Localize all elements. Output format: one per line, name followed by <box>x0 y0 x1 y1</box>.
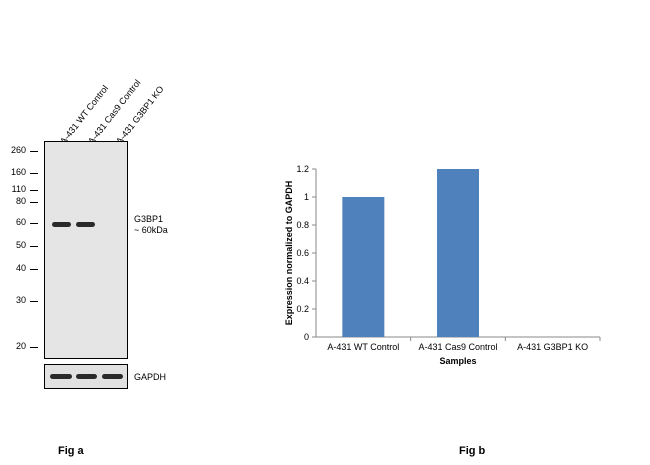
x-tick-label: A-431 G3BP1 KO <box>517 342 588 352</box>
x-tick-label: A-431 Cas9 Control <box>418 342 497 352</box>
blot-membrane-gapdh <box>44 364 128 389</box>
mw-tick <box>30 269 38 270</box>
mw-tick <box>30 151 38 152</box>
target-protein-label: G3BP1 ~ 60kDa <box>134 214 168 236</box>
mw-marker-40: 40 <box>15 263 26 273</box>
fig-b-label: Fig b <box>459 445 486 457</box>
band-gapdh-wt <box>50 374 72 379</box>
y-tick-label: 0.4 <box>296 276 309 286</box>
bar <box>437 169 479 337</box>
mw-tick <box>30 246 38 247</box>
mw-marker-50: 50 <box>15 240 26 250</box>
y-axis-label: Expression normalized to GAPDH <box>284 181 294 326</box>
y-tick-label: 0.8 <box>296 220 309 230</box>
mw-tick <box>30 301 38 302</box>
blot-membrane-target <box>44 141 128 359</box>
y-tick-label: 0.6 <box>296 248 309 258</box>
mw-marker-260: 260 <box>10 145 26 155</box>
bar <box>342 197 385 337</box>
chart-bars <box>342 169 479 337</box>
y-tick-label: 1 <box>304 192 309 202</box>
chart-tick-labels: 0 0.2 0.4 0.6 0.8 1 1.2 A-431 WT Control A-431 C… <box>296 164 588 352</box>
y-tick-label: 1.2 <box>296 164 309 174</box>
mw-marker-60: 60 <box>15 217 26 227</box>
mw-tick <box>30 190 38 191</box>
mw-marker-30: 30 <box>15 295 26 305</box>
y-tick-label: 0 <box>304 332 309 342</box>
mw-tick <box>30 223 38 224</box>
band-g3bp1-cas9 <box>76 222 95 227</box>
fig-a-label: Fig a <box>58 445 84 457</box>
band-g3bp1-wt <box>52 222 71 227</box>
mw-marker-160: 160 <box>10 167 26 177</box>
mw-tick <box>30 173 38 174</box>
mw-marker-80: 80 <box>15 196 26 206</box>
target-size: ~ 60kDa <box>134 225 168 235</box>
y-tick-label: 0.2 <box>296 304 309 314</box>
band-gapdh-cas9 <box>76 374 97 379</box>
mw-tick <box>30 347 38 348</box>
x-tick-label: A-431 WT Control <box>327 342 399 352</box>
mw-marker-110: 110 <box>11 184 26 194</box>
mw-tick <box>30 202 38 203</box>
loading-control-label: GAPDH <box>134 372 167 382</box>
band-gapdh-ko <box>102 374 123 379</box>
target-name: G3BP1 <box>134 214 164 224</box>
mw-marker-20: 20 <box>15 341 26 351</box>
x-axis-label: Samples <box>439 356 476 366</box>
